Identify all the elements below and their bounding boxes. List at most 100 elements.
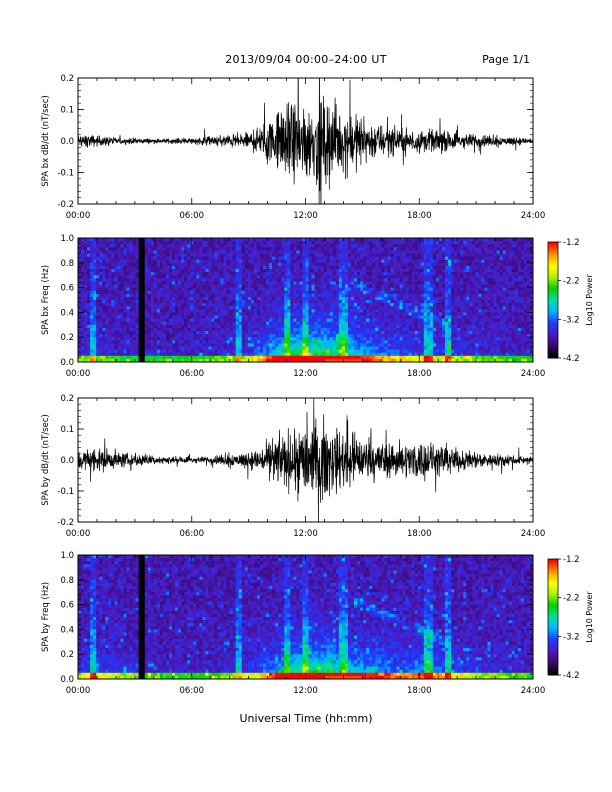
spectrogram-cell [384, 337, 388, 341]
spectrogram-cell [123, 262, 127, 267]
spectrogram-cell [156, 250, 161, 254]
spectrogram-cell [250, 355, 255, 360]
spectrogram-cell [181, 241, 185, 245]
spectrogram-cell [223, 287, 228, 292]
spectrogram-cell [156, 309, 161, 313]
spectrogram-cell [108, 300, 112, 304]
spectrogram-cell [326, 262, 331, 267]
spectrogram-cell [411, 318, 416, 323]
spectrogram-cell [278, 269, 282, 273]
spectrogram-cell [226, 269, 231, 273]
spectrogram-cell [217, 306, 221, 310]
spectrogram-cell [217, 290, 221, 295]
spectrogram-cell [408, 337, 413, 341]
spectrogram-cell [205, 327, 209, 332]
spectrogram-cell [272, 278, 276, 282]
spectrogram-cell [417, 349, 422, 354]
spectrogram-cell [208, 334, 212, 338]
spectrogram-cell [87, 256, 91, 261]
spectrogram-cell [263, 296, 267, 301]
spectrogram-cell [438, 296, 443, 301]
spectrogram-cell [360, 300, 364, 304]
spectrogram-cell [135, 272, 140, 276]
spectrogram-cell [105, 256, 109, 261]
spectrogram-cell [238, 238, 243, 242]
spectrogram-cell [169, 241, 173, 245]
spectrogram-cell [211, 349, 215, 354]
spectrogram-cell [344, 337, 349, 341]
spectrogram-cell [178, 287, 182, 292]
spectrogram-cell [314, 262, 319, 267]
spectrogram-cell [290, 358, 294, 363]
spectrogram-cell [172, 309, 176, 313]
spectrogram-cell [208, 250, 212, 254]
spectrogram-cell [138, 312, 143, 316]
spectrogram-cell [108, 250, 112, 254]
spectrogram-cell [347, 315, 352, 319]
spectrogram-cell [99, 349, 103, 354]
spectrogram-cell [99, 355, 103, 360]
spectrogram-cell [369, 312, 373, 316]
spectrogram-cell [445, 306, 449, 310]
spectrogram-cell [405, 250, 410, 254]
spectrogram-cell [341, 269, 346, 273]
spectrogram-cell [247, 269, 252, 273]
spectrogram-cell [402, 287, 406, 292]
spectrogram-cell [417, 250, 422, 254]
spectrogram-cell [178, 281, 182, 285]
spectrogram-cell [432, 241, 437, 245]
spectrogram-cell [338, 346, 343, 350]
spectrogram-cell [417, 334, 422, 338]
spectrogram-cell [120, 256, 124, 261]
spectrogram-cell [299, 300, 303, 304]
spectrogram-cell [178, 327, 182, 332]
spectrogram-cell [347, 355, 352, 360]
spectrogram-cell [169, 337, 173, 341]
spectrogram-cell [278, 355, 282, 360]
spectrogram-cell [96, 346, 100, 350]
spectrogram-cell [244, 244, 249, 248]
spectrogram-cell [260, 355, 264, 360]
spectrogram-cell [287, 275, 291, 279]
spectrogram-cell [426, 321, 431, 326]
spectrogram-cell [405, 306, 410, 310]
spectrogram-cell [396, 287, 400, 292]
spectrogram-cell [402, 296, 406, 301]
spectrogram-cell [229, 358, 234, 363]
spectrogram-cell [411, 253, 416, 257]
spectrogram-cell [402, 290, 406, 295]
spectrogram-cell [378, 324, 382, 329]
spectrogram-cell [190, 281, 194, 285]
spectrogram-cell [120, 250, 124, 254]
spectrogram-cell [396, 247, 400, 251]
spectrogram-cell [347, 253, 352, 257]
spectrogram-cell [120, 275, 124, 279]
spectrogram-cell [141, 272, 146, 276]
spectrogram-cell [290, 244, 294, 248]
spectrogram-cell [287, 355, 291, 360]
spectrogram-cell [81, 275, 85, 279]
spectrogram-cell [326, 343, 331, 347]
spectrogram-cell [438, 343, 443, 347]
spectrogram-cell [132, 352, 137, 357]
spectrogram-cell [132, 269, 137, 273]
spectrogram-cell [381, 296, 385, 301]
spectrogram-cell [214, 331, 218, 335]
spectrogram-cell [390, 244, 394, 248]
spectrogram-cell [214, 324, 218, 329]
spectrogram-cell [329, 331, 334, 335]
spectrogram-cell [411, 324, 416, 329]
spectrogram-cell [399, 343, 403, 347]
spectrogram-cell [420, 262, 425, 267]
spectrogram-cell [250, 324, 255, 329]
spectrogram-cell [229, 355, 234, 360]
spectrogram-cell [293, 352, 297, 357]
spectrogram-cell [199, 358, 203, 363]
spectrogram-cell [120, 296, 124, 301]
spectrogram-cell [369, 262, 373, 267]
spectrogram-cell [429, 250, 434, 254]
spectrogram-cell [190, 306, 194, 310]
spectrogram-cell [159, 303, 164, 307]
spectrogram-cell [387, 287, 391, 292]
spectrogram-cell [414, 272, 419, 276]
